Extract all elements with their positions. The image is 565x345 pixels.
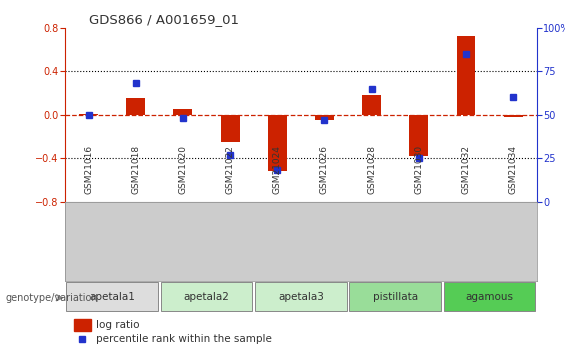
- FancyBboxPatch shape: [444, 283, 535, 311]
- Text: apetala1: apetala1: [89, 292, 135, 302]
- Bar: [127, 98, 145, 115]
- Text: genotype/variation: genotype/variation: [6, 293, 98, 303]
- Bar: [457, 36, 475, 115]
- Text: pistillata: pistillata: [373, 292, 418, 302]
- Bar: [268, 115, 286, 171]
- Text: agamous: agamous: [466, 292, 514, 302]
- Bar: [79, 114, 98, 115]
- Bar: [410, 115, 428, 156]
- Text: percentile rank within the sample: percentile rank within the sample: [95, 334, 272, 344]
- Text: apetala3: apetala3: [278, 292, 324, 302]
- Bar: [504, 115, 523, 117]
- Bar: [173, 109, 192, 115]
- Text: log ratio: log ratio: [95, 320, 139, 330]
- Bar: [221, 115, 240, 142]
- FancyBboxPatch shape: [67, 283, 158, 311]
- FancyBboxPatch shape: [161, 283, 252, 311]
- Bar: [315, 115, 334, 120]
- FancyBboxPatch shape: [350, 283, 441, 311]
- FancyBboxPatch shape: [255, 283, 346, 311]
- Text: GDS866 / A001659_01: GDS866 / A001659_01: [89, 13, 238, 27]
- Bar: [362, 95, 381, 115]
- Bar: [75, 319, 91, 331]
- Text: apetala2: apetala2: [184, 292, 229, 302]
